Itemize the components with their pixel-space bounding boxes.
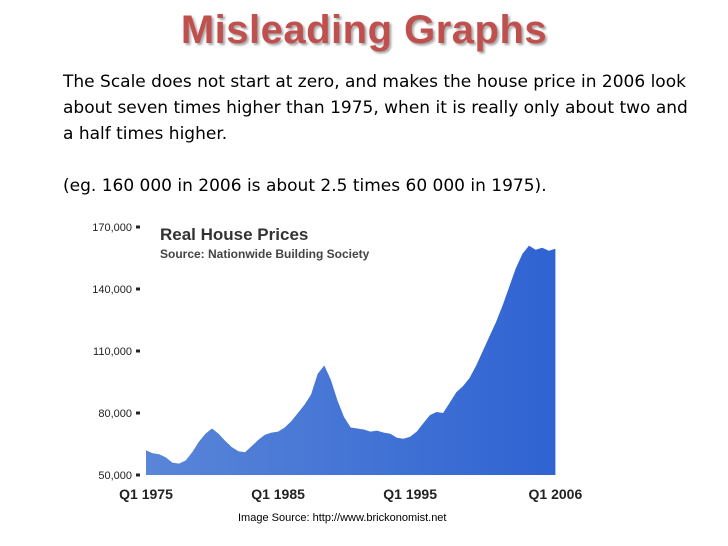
y-tick-mark (136, 411, 140, 415)
x-tick-label: Q1 1975 (119, 486, 173, 502)
example-paragraph: (eg. 160 000 in 2006 is about 2.5 times … (63, 176, 547, 196)
y-tick-mark (136, 225, 140, 229)
y-tick-label: 140,000 (92, 284, 132, 296)
explanation-paragraph: The Scale does not start at zero, and ma… (63, 72, 688, 144)
image-source-caption: Image Source: http://www.brickonomist.ne… (238, 512, 447, 524)
x-tick-label: Q1 2006 (529, 486, 583, 502)
y-tick-mark (136, 349, 140, 353)
house-price-area (146, 245, 556, 475)
y-tick-label: 170,000 (92, 222, 132, 234)
y-tick-mark (136, 287, 140, 291)
chart-title: Real House Prices (160, 225, 308, 244)
y-tick-label: 110,000 (93, 346, 132, 358)
y-tick-label: 50,000 (98, 470, 132, 482)
slide-title: Misleading Graphs (180, 8, 548, 52)
y-tick-mark (136, 473, 140, 477)
house-price-chart: 50,000 80,000 110,000 140,000 170,000 Q1 197… (92, 222, 583, 502)
x-tick-label: Q1 1995 (383, 486, 437, 502)
chart-subtitle: Source: Nationwide Building Society (160, 247, 370, 261)
y-tick-label: 80,000 (98, 408, 132, 420)
x-tick-label: Q1 1985 (251, 486, 305, 502)
